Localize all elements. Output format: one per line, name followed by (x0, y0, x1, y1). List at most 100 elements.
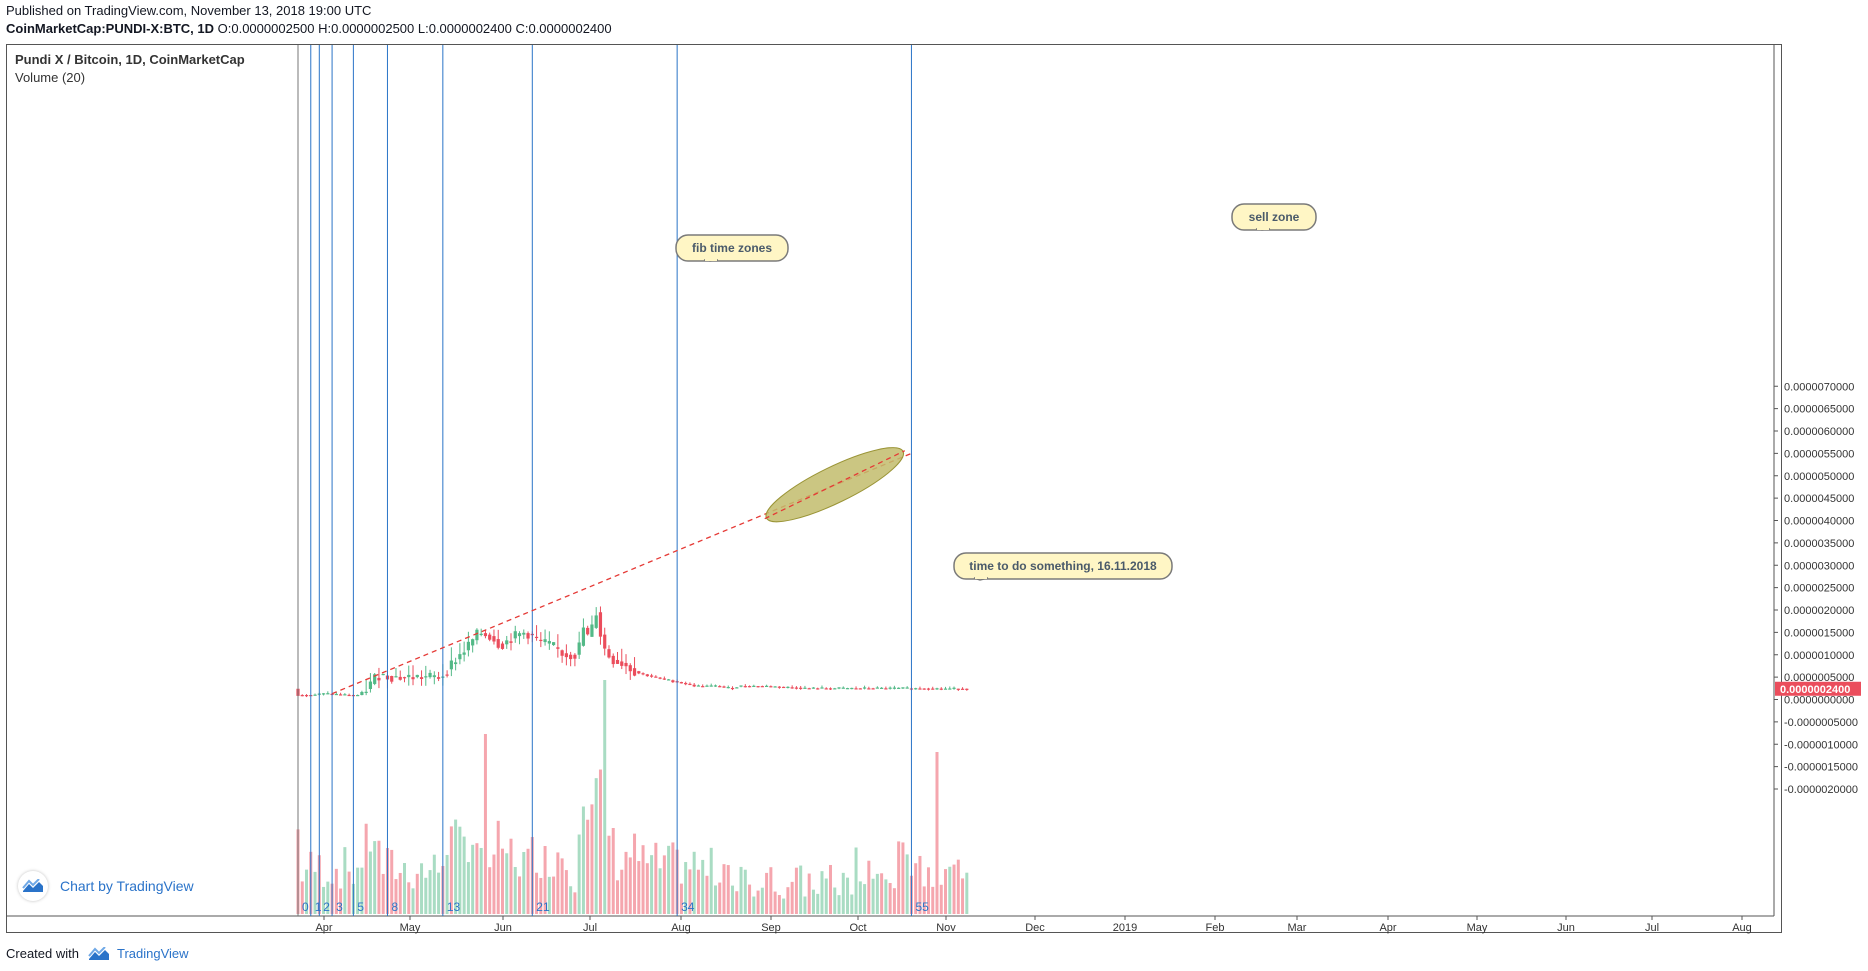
candle-body (590, 624, 594, 637)
volume-bar (926, 867, 930, 914)
callout-sell-zone[interactable]: sell zone (1231, 203, 1317, 231)
candle-body (586, 627, 590, 635)
callout-fib-time-zones[interactable]: fib time zones (675, 234, 789, 262)
candle-body (607, 649, 611, 658)
fib-zone-label: 8 (391, 900, 398, 914)
price-tick-label: 0.0000040000 (1784, 516, 1854, 528)
fib-zone-label: 21 (536, 900, 550, 914)
candle-body (926, 688, 931, 690)
volume-bar (518, 876, 522, 914)
candle-body (845, 688, 850, 690)
fib-zone-label: 34 (681, 900, 695, 914)
candle-body (918, 688, 922, 690)
callout-time-to-do-something[interactable]: time to do something, 16.11.2018 (953, 552, 1173, 581)
volume-bar (735, 891, 739, 914)
volume-bar (368, 851, 372, 914)
volume-bar (722, 864, 726, 914)
volume-bar (488, 867, 492, 914)
volume-bar (509, 838, 513, 914)
candle-body (581, 627, 586, 646)
volume-bar (854, 847, 858, 914)
volume-bar (645, 863, 649, 914)
tradingview-footer-link[interactable]: TradingView (87, 946, 189, 961)
volume-bar (820, 871, 824, 914)
volume-bar (581, 806, 585, 914)
candle-body (769, 686, 773, 688)
candle-body (475, 629, 479, 641)
volume-bar (560, 858, 564, 914)
price-tick-label: 0.0000035000 (1784, 538, 1854, 550)
candle-body (419, 677, 424, 680)
volume-bar (892, 888, 896, 914)
candle-body (641, 673, 645, 675)
volume-bar (863, 884, 867, 914)
sell-zone-ellipse[interactable] (759, 435, 911, 534)
candle-body (718, 686, 722, 688)
volume-bar (961, 878, 965, 914)
time-tick-label: Jul (1645, 922, 1659, 934)
volume-bar (343, 847, 347, 914)
price-tick-label: 0.0000015000 (1784, 627, 1854, 639)
fib-zone-label: 3 (336, 900, 343, 914)
volume-bar (360, 867, 364, 914)
volume-bar (522, 852, 526, 914)
candle-body (799, 687, 803, 689)
volume-bar (403, 863, 406, 914)
candle-body (905, 687, 909, 689)
volume-bar (543, 846, 547, 914)
time-tick-label: Mar (1288, 922, 1307, 934)
volume-bar (466, 862, 470, 914)
volume-bar (922, 886, 926, 914)
time-tick-label: Nov (936, 922, 956, 934)
candle-body (696, 685, 701, 687)
candle-body (398, 676, 402, 680)
candle-body (760, 686, 764, 688)
candle-body (701, 686, 705, 688)
symbol-label: CoinMarketCap:PUNDI-X:BTC, 1D (6, 21, 215, 36)
candle-body (624, 662, 628, 667)
callout-sell-zone-tail-joint (1257, 226, 1269, 230)
volume-bar (462, 836, 466, 914)
candle-body (509, 641, 513, 643)
volume-bar (824, 878, 828, 914)
chart-by-tradingview[interactable]: Chart by TradingView (18, 871, 194, 901)
volume-bar (794, 867, 798, 914)
price-tick-label: -0.0000015000 (1784, 762, 1858, 774)
volume-bar (556, 852, 560, 914)
candle-body (960, 688, 965, 690)
price-tick-label: -0.0000010000 (1784, 739, 1858, 751)
volume-bar (607, 835, 611, 914)
volume-bar (756, 890, 760, 914)
candle-body (454, 662, 458, 665)
candle-body (496, 639, 500, 648)
volume-bar (398, 872, 402, 914)
candle-body (688, 683, 692, 686)
volume-bar (628, 857, 632, 914)
volume-bar (573, 892, 577, 914)
candle-body (871, 688, 875, 690)
candle-body (649, 675, 654, 677)
time-tick-label: Jul (583, 922, 597, 934)
candle-body (854, 688, 858, 690)
volume-bar (709, 847, 713, 914)
candle-body (943, 688, 948, 690)
volume-bar (726, 865, 730, 914)
volume-bar (705, 875, 709, 914)
tradingview-label: TradingView (116, 946, 189, 961)
volume-bar (496, 820, 500, 914)
volume-bar (381, 873, 385, 914)
price-tick-label: -0.0000020000 (1784, 784, 1858, 796)
candle-body (488, 634, 492, 640)
candle-body (914, 688, 918, 690)
volume-bar (901, 842, 905, 914)
candle-body (436, 677, 441, 679)
candle-body (747, 686, 752, 688)
candle-body (820, 687, 824, 689)
created-with-footer: Created with TradingView (6, 946, 189, 961)
volume-bar (471, 844, 475, 914)
tradingview-footer-icon (88, 946, 109, 960)
volume-bar (347, 871, 351, 914)
volume-bar (671, 842, 675, 914)
volume-bar (760, 887, 764, 914)
